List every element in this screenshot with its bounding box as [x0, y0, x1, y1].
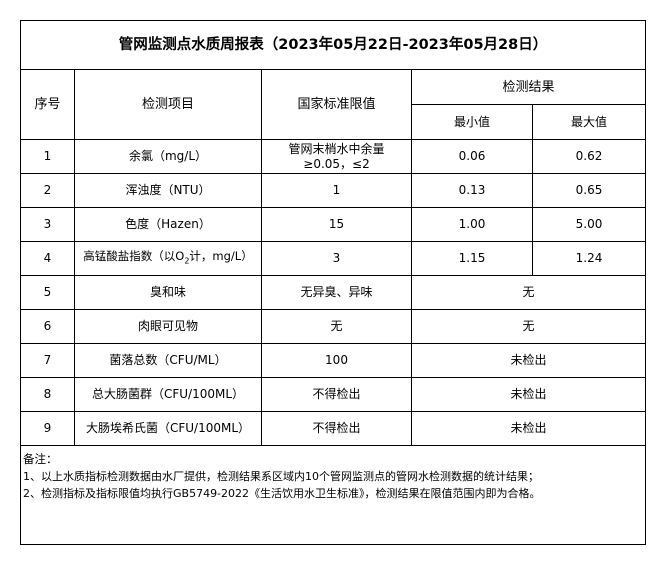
cell-item: 余氯（mg/L）: [74, 139, 262, 174]
cell-seq: 9: [20, 411, 75, 446]
notes-line-2: 2、检测指标及指标限值均执行GB5749-2022《生活饮用水卫生标准》，检测结…: [23, 487, 541, 500]
cell-standard: 不得检出: [261, 411, 412, 446]
cell-min: 1.00: [411, 207, 533, 242]
item-subscript: 2: [184, 256, 190, 266]
notes-label: 备注：: [23, 452, 58, 466]
cell-result: 未检出: [411, 377, 646, 412]
cell-min: 0.13: [411, 173, 533, 208]
cell-max: 0.65: [532, 173, 646, 208]
table-row: 8 总大肠菌群（CFU/100ML） 不得检出 未检出: [20, 377, 646, 412]
cell-seq: 7: [20, 343, 75, 378]
table-row: 3 色度（Hazen） 15 1.00 5.00: [20, 207, 646, 242]
cell-seq: 2: [20, 173, 75, 208]
cell-result: 未检出: [411, 411, 646, 446]
cell-result: 无: [411, 309, 646, 344]
cell-item: 肉眼可见物: [74, 309, 262, 344]
cell-item: 大肠埃希氏菌（CFU/100ML）: [74, 411, 262, 446]
table-row: 9 大肠埃希氏菌（CFU/100ML） 不得检出 未检出: [20, 411, 646, 446]
table-row: 7 菌落总数（CFU/ML） 100 未检出: [20, 343, 646, 378]
cell-item: 浑浊度（NTU）: [74, 173, 262, 208]
cell-standard: 无异臭、异味: [261, 275, 412, 310]
table-row: 4 高锰酸盐指数（以O2计，mg/L） 3 1.15 1.24: [20, 241, 646, 276]
table-row: 5 臭和味 无异臭、异味无: [20, 275, 646, 310]
cell-standard: 不得检出: [261, 377, 412, 412]
cell-item: 臭和味: [74, 275, 262, 310]
header-item: 检测项目: [74, 69, 262, 140]
cell-item: 总大肠菌群（CFU/100ML）: [74, 377, 262, 412]
report-title: 管网监测点水质周报表（2023年05月22日-2023年05月28日）: [20, 20, 646, 70]
header-standard: 国家标准限值: [261, 69, 412, 140]
table-row: 2 浑浊度（NTU） 1 0.13 0.65: [20, 173, 646, 208]
cell-standard: 3: [261, 241, 412, 276]
item-text: 高锰酸盐指数（以O: [83, 248, 185, 263]
header-results: 检测结果: [411, 69, 646, 105]
table-row: 6 肉眼可见物无无: [20, 309, 646, 344]
cell-seq: 5: [20, 275, 75, 310]
cell-result: 未检出: [411, 343, 646, 378]
cell-seq: 1: [20, 139, 75, 174]
cell-result: 无: [411, 275, 646, 310]
notes-line-1: 1、以上水质指标检测数据由水厂提供，检测结果系区域内10个管网监测点的管网水检测…: [23, 470, 539, 483]
notes: 备注： 1、以上水质指标检测数据由水厂提供，检测结果系区域内10个管网监测点的管网…: [20, 445, 646, 545]
cell-item: 色度（Hazen）: [74, 207, 262, 242]
header-min: 最小值: [411, 104, 533, 140]
cell-standard: 1: [261, 173, 412, 208]
cell-seq: 3: [20, 207, 75, 242]
header-seq: 序号: [20, 69, 75, 140]
cell-min: 1.15: [411, 241, 533, 276]
cell-standard: 管网末梢水中余量≥0.05，≤2: [261, 139, 412, 174]
cell-seq: 4: [20, 241, 75, 276]
cell-standard: 无: [261, 309, 412, 344]
cell-item: 菌落总数（CFU/ML）: [74, 343, 262, 378]
cell-max: 0.62: [532, 139, 646, 174]
header-max: 最大值: [532, 104, 646, 140]
cell-standard: 15: [261, 207, 412, 242]
cell-seq: 6: [20, 309, 75, 344]
table-row: 1 余氯（mg/L） 管网末梢水中余量≥0.05，≤2 0.06 0.62: [20, 139, 646, 174]
water-quality-report-table: 管网监测点水质周报表（2023年05月22日-2023年05月28日） 序号 检测…: [20, 20, 646, 545]
cell-max: 1.24: [532, 241, 646, 276]
item-text: 计，mg/L）: [189, 248, 253, 263]
cell-min: 0.06: [411, 139, 533, 174]
cell-max: 5.00: [532, 207, 646, 242]
cell-item: 高锰酸盐指数（以O2计，mg/L）: [74, 241, 262, 276]
cell-seq: 8: [20, 377, 75, 412]
cell-standard: 100: [261, 343, 412, 378]
